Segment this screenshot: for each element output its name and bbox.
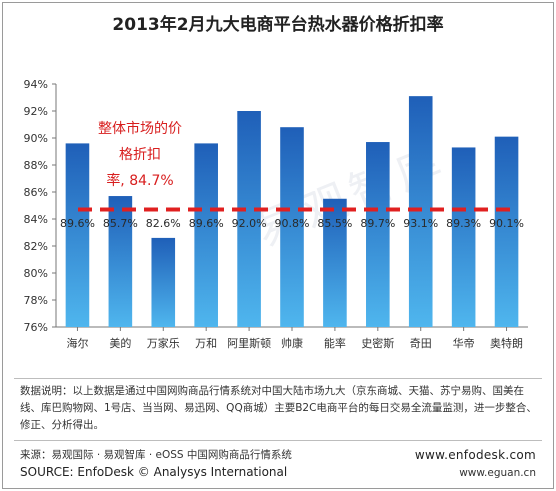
y-tick-label: 78% (24, 294, 48, 307)
y-tick-label: 88% (24, 159, 48, 172)
bar (366, 142, 390, 327)
x-tick-label: 华帝 (453, 336, 475, 350)
bar (194, 143, 218, 327)
data-label: 90.1% (489, 217, 524, 230)
data-label: 89.6% (189, 217, 224, 230)
bar (151, 237, 176, 327)
data-label: 82.6% (146, 217, 181, 230)
divider-bottom (14, 440, 542, 441)
x-tick-label: 海尔 (66, 336, 88, 350)
x-tick-label: 奥特朗 (490, 336, 523, 350)
bar (65, 143, 90, 327)
data-label: 90.8% (275, 217, 310, 230)
url-eguan[interactable]: www.eguan.cn (459, 467, 536, 479)
data-label: 89.7% (360, 217, 395, 230)
x-tick-label: 阿里斯顿 (227, 336, 271, 350)
y-tick-label: 80% (24, 267, 48, 280)
bar (237, 111, 261, 327)
x-tick-label: 能率 (324, 336, 346, 350)
x-tick-label: 史密斯 (361, 336, 394, 350)
url-enfodesk[interactable]: www.enfodesk.com (414, 448, 536, 462)
average-annotation: 格折扣 (119, 147, 161, 163)
data-label: 89.3% (446, 217, 481, 230)
data-label: 85.7% (103, 217, 138, 230)
chart-plot: 76% 78% 80% 82% 84% 86% 88% 90% 92% 94% 海尔 89.6% 美的 8… (24, 78, 528, 350)
y-tick-label: 94% (24, 78, 48, 91)
data-label: 85.5% (317, 217, 352, 230)
bar (408, 96, 433, 328)
y-tick-label: 90% (24, 132, 48, 145)
y-tick-label: 86% (24, 186, 48, 199)
x-tick-label: 万和 (195, 337, 217, 350)
data-label: 93.1% (403, 217, 438, 230)
bar (323, 198, 347, 327)
bar (451, 147, 476, 327)
y-tick-label: 82% (24, 240, 48, 253)
y-tick-label: 76% (24, 321, 48, 334)
average-annotation: 率, 84.7% (106, 172, 173, 189)
x-tick-label: 奇田 (410, 337, 432, 350)
source-cn: 来源：易观国际 · 易观智库 · eOSS 中国网购商品行情系统 (20, 449, 292, 461)
average-annotation: 整体市场的价 (98, 120, 182, 137)
x-tick-label: 美的 (109, 336, 131, 350)
chart-title: 2013年2月九大电商平台热水器价格折扣率 (112, 15, 444, 35)
x-tick-label: 帅康 (281, 336, 303, 350)
y-tick-label: 92% (24, 105, 48, 118)
data-note: 数据说明：以上数据是通过中国网购商品行情系统对中国大陆市场九大（京东商城、天猫、… (20, 385, 537, 431)
bar (494, 136, 519, 327)
divider-top (14, 378, 542, 379)
y-tick-label: 84% (24, 213, 48, 226)
source-en: SOURCE: EnfoDesk © Analysys Internationa… (20, 465, 288, 479)
data-label: 89.6% (60, 217, 95, 230)
x-tick-label: 万家乐 (147, 336, 180, 350)
data-label: 92.0% (232, 217, 267, 230)
bar (280, 127, 304, 327)
bar (108, 196, 133, 327)
